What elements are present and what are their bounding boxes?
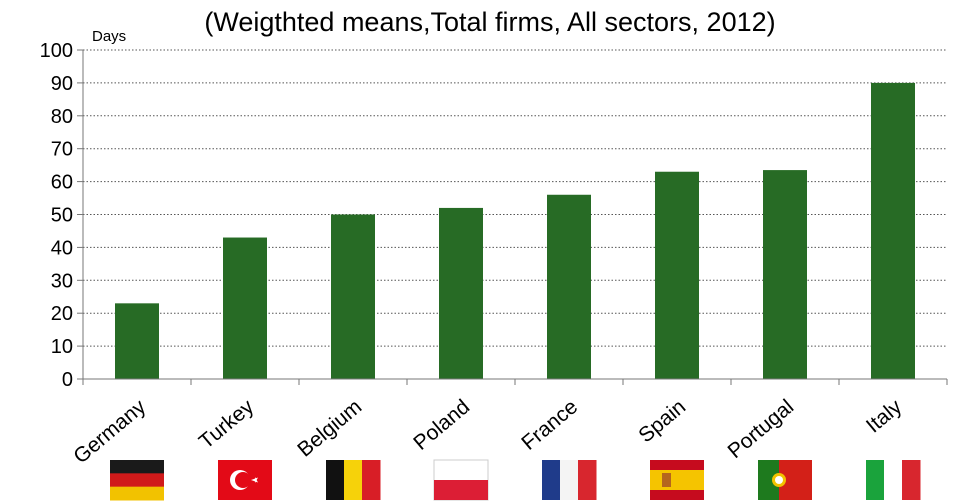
- chart-title: (Weigthted means,Total firms, All sector…: [204, 7, 775, 37]
- flag-italy-icon: [866, 460, 921, 500]
- bar-turkey: [223, 237, 267, 379]
- gridlines: [83, 49, 947, 347]
- bar-italy: [871, 82, 915, 380]
- x-tick-label-france: France: [517, 395, 582, 455]
- x-tick-label-italy: Italy: [862, 395, 907, 438]
- flag-france-icon: [542, 460, 597, 500]
- bar-spain: [655, 171, 699, 379]
- flag-poland-icon: [433, 459, 489, 501]
- y-tick-label: 90: [51, 73, 73, 95]
- bars: [115, 82, 915, 380]
- y-tick-label: 30: [51, 270, 73, 292]
- flag-belgium-icon: [326, 460, 381, 500]
- y-tick-label: 70: [51, 139, 73, 161]
- x-tick-label-turkey: Turkey: [195, 395, 259, 454]
- y-tick-label: 50: [51, 205, 73, 227]
- y-axis-ticks: 0 10 20 30 40 50 60 70 80 90 100: [40, 40, 83, 391]
- x-tick-label-spain: Spain: [634, 395, 690, 447]
- x-tick-label-portugal: Portugal: [724, 395, 799, 463]
- flags: [110, 459, 921, 501]
- flag-portugal-icon: [758, 460, 812, 500]
- x-tick-label-germany: Germany: [69, 395, 150, 468]
- bar-poland: [439, 207, 483, 379]
- bar-portugal: [763, 170, 807, 379]
- y-axis-unit-label: Days: [92, 28, 126, 45]
- x-tick-label-belgium: Belgium: [293, 395, 366, 461]
- y-tick-label: 80: [51, 106, 73, 128]
- x-axis-labels: Germany Turkey Belgium Poland France Spain Por…: [69, 395, 906, 468]
- y-tick-label: 40: [51, 237, 73, 259]
- flag-turkey-icon: [218, 460, 272, 500]
- flag-spain-icon: [650, 460, 704, 500]
- flag-germany-icon: [110, 460, 164, 501]
- axes: [82, 50, 948, 385]
- bar-germany: [115, 303, 159, 379]
- bar-france: [547, 194, 591, 379]
- bar-belgium: [331, 214, 375, 379]
- y-tick-label: 100: [40, 40, 73, 62]
- y-tick-label: 10: [51, 336, 73, 358]
- x-tick-label-poland: Poland: [409, 395, 474, 455]
- y-tick-label: 60: [51, 172, 73, 194]
- y-tick-label: 20: [51, 303, 73, 325]
- y-tick-label: 0: [62, 369, 73, 391]
